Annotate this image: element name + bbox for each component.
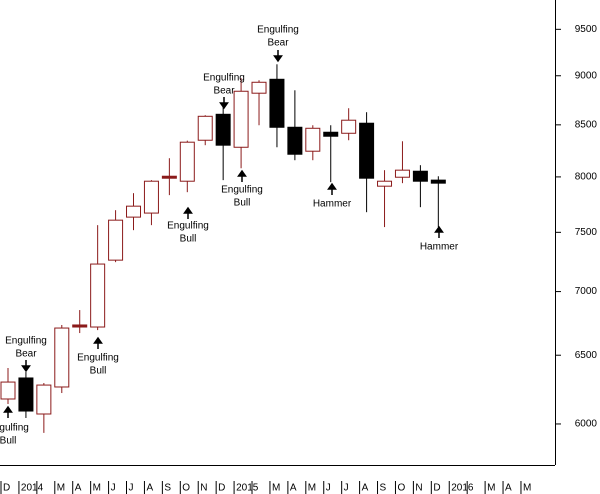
candle-body [305,127,321,152]
x-tick-label: D [218,483,225,494]
x-tick-label: N [200,483,207,494]
y-tick-label: 8000 [575,172,598,183]
candle-body [18,377,34,412]
x-tick-label: J [111,483,116,494]
x-tick-label: O [397,483,405,494]
x-tick-label: D [3,483,10,494]
y-tick-label: 9500 [575,24,598,35]
candle-body [90,263,106,328]
annotation-arrow [273,50,283,63]
candle-body [323,131,339,137]
x-tick-label: M [272,483,280,494]
x-tick-label: M [487,483,495,494]
candle-body [143,180,159,214]
annotation: Engulfing [221,185,263,196]
x-tick-label: M [57,483,65,494]
candle-body [287,126,303,155]
annotation-arrow [219,97,229,110]
annotation: Bear [267,38,289,49]
candle-body [394,169,410,178]
candle-body [179,141,195,182]
candle-body [108,219,124,261]
annotation: Engulfing [77,353,119,364]
x-tick-label: S [164,483,171,494]
x-tick-label: 2014 [21,483,44,494]
candle-body [430,179,446,184]
annotation-arrow [434,225,444,238]
candle-body [161,175,177,179]
candle-body [377,180,393,187]
annotation: Bear [213,86,235,97]
y-tick-label: 7000 [575,286,598,297]
candle-body [269,78,285,128]
annotation-arrow [183,206,193,219]
x-tick-label: J [344,483,349,494]
candle-body [126,205,142,218]
x-tick-label: A [146,483,153,494]
x-tick-label: S [380,483,387,494]
candle-body [341,119,357,134]
annotation: Bear [15,349,37,360]
candle-body [197,115,213,141]
x-tick-label: A [362,483,369,494]
y-tick-label: 6500 [575,350,598,361]
candle-body [359,122,375,179]
x-tick-label: M [523,483,531,494]
candle-body [36,384,52,415]
x-tick-label: 2015 [236,483,259,494]
x-tick-label: D [433,483,440,494]
candle-body [233,90,249,148]
x-tick-label: J [326,483,331,494]
x-tick-label: M [93,483,101,494]
annotation-arrow [3,405,13,418]
annotation: Engulfing [203,73,245,84]
y-tick-label: 7500 [575,227,598,238]
annotation: Engulfing [5,336,47,347]
x-tick-label: J [129,483,134,494]
annotation: Bull [0,436,16,447]
annotation: Hammer [420,242,459,253]
x-tick-label: O [182,483,190,494]
x-tick-label: A [505,483,512,494]
candle-body [412,170,428,182]
annotation: Bull [90,366,107,377]
x-tick-label: A [290,483,297,494]
x-tick-label: 2016 [451,483,474,494]
annotation: Bull [234,198,251,209]
x-tick-label: N [415,483,422,494]
annotation: Engulfing [167,221,209,232]
candle-body [215,113,231,146]
annotation-arrow [93,336,103,349]
annotation: Engulfing [257,25,299,36]
annotation: Engulfing [0,423,29,434]
candle-body [54,327,70,388]
y-tick-label: 6000 [575,419,598,430]
y-tick-label: 8500 [575,119,598,130]
candle-body [251,81,267,94]
candle-body [0,381,16,400]
y-tick-label: 9000 [575,70,598,81]
annotation-arrow [237,169,247,182]
candle-body [72,324,88,328]
annotation-arrow [327,182,337,195]
x-tick-label: M [308,483,316,494]
annotation-arrow [21,360,31,373]
x-tick-label: A [75,483,82,494]
annotation: Hammer [313,199,352,210]
annotation: Bull [180,234,197,245]
